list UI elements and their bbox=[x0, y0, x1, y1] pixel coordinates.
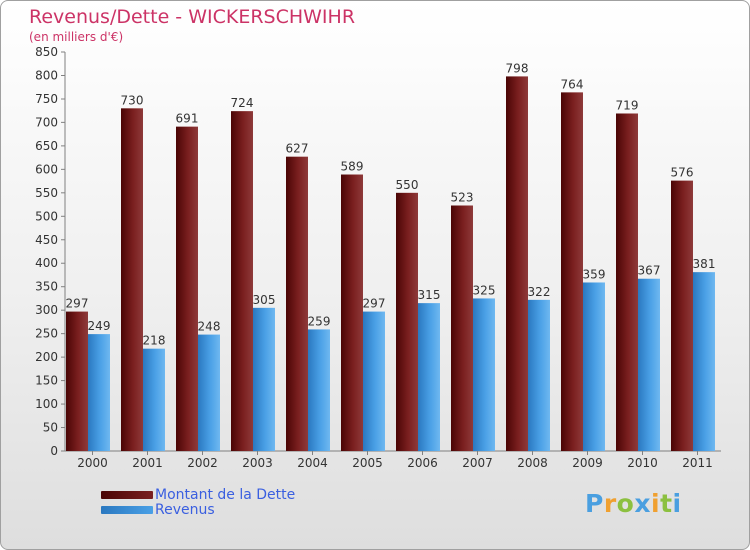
logo-letter: t bbox=[660, 489, 673, 518]
bar-revenus-2004 bbox=[308, 329, 330, 451]
x-tick-label: 2007 bbox=[462, 456, 493, 470]
y-tick-label: 250 bbox=[35, 327, 58, 341]
data-label-debt-2007: 523 bbox=[451, 190, 474, 204]
x-tick-label: 2003 bbox=[242, 456, 273, 470]
bar-debt-2004 bbox=[286, 156, 308, 451]
data-label-revenus-2002: 248 bbox=[198, 320, 221, 334]
bar-debt-2008 bbox=[506, 76, 528, 451]
data-label-revenus-2001: 218 bbox=[143, 334, 166, 348]
bar-revenus-2003 bbox=[253, 307, 275, 451]
x-tick-label: 2008 bbox=[517, 456, 548, 470]
logo-letter: i bbox=[651, 489, 661, 518]
legend-swatch-revenus bbox=[101, 505, 153, 514]
data-label-revenus-2005: 297 bbox=[363, 297, 386, 311]
legend-label-revenus: Revenus bbox=[155, 501, 215, 518]
x-tick-label: 2006 bbox=[407, 456, 438, 470]
logo-letter: x bbox=[634, 489, 651, 518]
y-tick-label: 50 bbox=[43, 421, 58, 435]
logo-letter: o bbox=[616, 489, 635, 518]
legend-item-revenus: Revenus bbox=[101, 501, 295, 518]
data-label-revenus-2010: 367 bbox=[638, 264, 661, 278]
y-tick-label: 800 bbox=[35, 68, 58, 82]
bar-debt-2007 bbox=[451, 205, 473, 451]
bar-debt-2006 bbox=[396, 192, 418, 451]
data-label-debt-2010: 719 bbox=[616, 98, 639, 112]
y-tick-label: 500 bbox=[35, 209, 58, 223]
chart-legend: Montant de la Dette Revenus bbox=[101, 486, 296, 518]
x-tick-label: 2002 bbox=[187, 456, 218, 470]
y-tick-label: 400 bbox=[35, 256, 58, 270]
bar-revenus-2006 bbox=[418, 303, 440, 451]
y-tick-label: 0 bbox=[50, 444, 58, 458]
legend-swatch-debt bbox=[101, 490, 153, 499]
x-tick-label: 2001 bbox=[132, 456, 163, 470]
y-tick-label: 100 bbox=[35, 397, 58, 411]
y-tick-label: 700 bbox=[35, 115, 58, 129]
data-label-debt-2005: 589 bbox=[341, 160, 364, 174]
data-label-debt-2006: 550 bbox=[396, 178, 419, 192]
proxiti-logo: Proxiti bbox=[585, 489, 682, 518]
data-label-debt-2000: 297 bbox=[66, 297, 89, 311]
data-label-revenus-2004: 259 bbox=[308, 314, 331, 328]
x-tick-label: 2004 bbox=[297, 456, 328, 470]
logo-letter: P bbox=[585, 489, 604, 518]
y-tick-label: 600 bbox=[35, 162, 58, 176]
bar-debt-2009 bbox=[561, 92, 583, 451]
data-label-revenus-2008: 322 bbox=[528, 285, 551, 299]
logo-letter: i bbox=[672, 489, 682, 518]
data-label-revenus-2009: 359 bbox=[583, 267, 606, 281]
y-tick-label: 200 bbox=[35, 350, 58, 364]
data-label-revenus-2003: 305 bbox=[253, 293, 276, 307]
data-label-debt-2003: 724 bbox=[231, 96, 254, 110]
data-label-debt-2009: 764 bbox=[561, 77, 584, 91]
data-label-debt-2001: 730 bbox=[121, 93, 144, 107]
data-label-revenus-2007: 325 bbox=[473, 283, 496, 297]
x-tick-label: 2000 bbox=[77, 456, 108, 470]
data-label-debt-2004: 627 bbox=[286, 142, 309, 156]
y-tick-label: 750 bbox=[35, 92, 58, 106]
legend-label-debt: Montant de la Dette bbox=[155, 486, 296, 503]
y-tick-label: 850 bbox=[35, 45, 58, 59]
data-label-debt-2008: 798 bbox=[506, 61, 529, 75]
data-label-revenus-2006: 315 bbox=[418, 288, 441, 302]
x-tick-label: 2011 bbox=[682, 456, 713, 470]
x-tick-label: 2010 bbox=[627, 456, 658, 470]
y-tick-label: 650 bbox=[35, 139, 58, 153]
y-tick-label: 300 bbox=[35, 303, 58, 317]
bar-revenus-2000 bbox=[88, 334, 110, 451]
bar-debt-2001 bbox=[121, 108, 143, 452]
data-label-revenus-2011: 381 bbox=[693, 257, 716, 271]
bar-revenus-2011 bbox=[693, 272, 715, 451]
legend-item-debt: Montant de la Dette bbox=[101, 486, 296, 503]
bar-debt-2005 bbox=[341, 174, 363, 451]
bar-revenus-2009 bbox=[583, 282, 605, 451]
bar-debt-2011 bbox=[671, 180, 693, 451]
bar-revenus-2010 bbox=[638, 278, 660, 451]
bar-revenus-2002 bbox=[198, 334, 220, 451]
chart-subtitle: (en milliers d'€) bbox=[29, 30, 124, 44]
bar-revenus-2008 bbox=[528, 299, 550, 451]
data-label-revenus-2000: 249 bbox=[88, 319, 111, 333]
data-label-debt-2011: 576 bbox=[671, 166, 694, 180]
y-tick-label: 450 bbox=[35, 233, 58, 247]
bar-debt-2000 bbox=[66, 311, 88, 451]
x-tick-label: 2009 bbox=[572, 456, 603, 470]
bar-debt-2010 bbox=[616, 113, 638, 451]
bar-revenus-2007 bbox=[473, 298, 495, 451]
y-tick-label: 150 bbox=[35, 374, 58, 388]
x-tick-label: 2005 bbox=[352, 456, 383, 470]
bar-debt-2003 bbox=[231, 111, 253, 452]
chart-title: Revenus/Dette - WICKERSCHWIHR bbox=[29, 6, 356, 28]
logo-letter: r bbox=[603, 489, 617, 518]
bar-revenus-2005 bbox=[363, 311, 385, 451]
y-tick-label: 350 bbox=[35, 280, 58, 294]
bar-revenus-2001 bbox=[143, 348, 165, 451]
data-label-debt-2002: 691 bbox=[176, 112, 199, 126]
bar-debt-2002 bbox=[176, 126, 198, 451]
y-tick-label: 550 bbox=[35, 186, 58, 200]
